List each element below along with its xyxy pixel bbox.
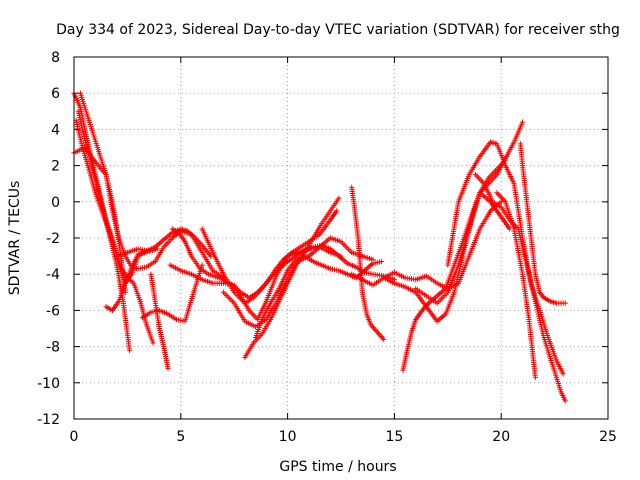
y-tick-label: -6 — [46, 303, 60, 319]
series-arc-15 — [252, 253, 385, 341]
chart-title: Day 334 of 2023, Sidereal Day-to-day VTE… — [56, 22, 620, 38]
y-tick-label: -8 — [46, 340, 60, 356]
y-tick-label: -4 — [46, 267, 60, 283]
y-tick-label: 0 — [51, 195, 60, 211]
y-tick-label: -10 — [37, 376, 60, 392]
series-arc-17 — [349, 199, 504, 292]
y-tick-label: 2 — [51, 159, 60, 175]
data-point — [165, 365, 171, 371]
x-tick-label: 25 — [599, 429, 617, 445]
series-arc-22 — [472, 172, 568, 404]
x-tick-label: 0 — [70, 429, 79, 445]
data-point — [519, 119, 526, 125]
series-arc-3 — [75, 108, 133, 353]
y-tick-label: -2 — [46, 231, 60, 247]
data-point — [560, 371, 566, 377]
series-arc-20 — [413, 190, 513, 306]
data-point — [122, 289, 128, 295]
y-axis-label: SDTVAR / TECUs — [7, 181, 23, 296]
y-tick-label: 4 — [51, 122, 60, 138]
series-arc-23 — [517, 141, 568, 306]
x-tick-label: 15 — [385, 429, 403, 445]
series-arc-24 — [494, 190, 538, 380]
series-arc-9 — [148, 271, 171, 371]
data-series — [71, 90, 568, 404]
x-axis-label: GPS time / hours — [279, 459, 396, 475]
data-point — [381, 336, 387, 342]
data-point — [336, 195, 342, 201]
series-arc-6 — [103, 248, 150, 313]
data-point — [199, 262, 205, 268]
data-point — [532, 374, 538, 380]
x-tick-label: 20 — [492, 429, 510, 445]
data-point — [562, 300, 568, 306]
plot-frame — [73, 56, 609, 420]
data-point — [126, 347, 133, 353]
series-arc-16 — [349, 184, 387, 342]
series-arc-14 — [242, 195, 342, 361]
axis-ticks: 0 5 10 15 20 25 -12 -10 -8 -6 -4 -2 0 2 4 6 8 — [37, 50, 617, 445]
data-point — [150, 340, 156, 346]
series-arc-7 — [114, 226, 214, 259]
y-tick-label: 8 — [51, 50, 60, 66]
x-tick-label: 5 — [176, 429, 185, 445]
x-tick-label: 10 — [279, 429, 297, 445]
data-point — [378, 258, 385, 265]
data-point — [562, 398, 568, 404]
data-point — [334, 208, 340, 214]
y-tick-label: -12 — [37, 412, 60, 428]
y-tick-label: 6 — [51, 86, 60, 102]
